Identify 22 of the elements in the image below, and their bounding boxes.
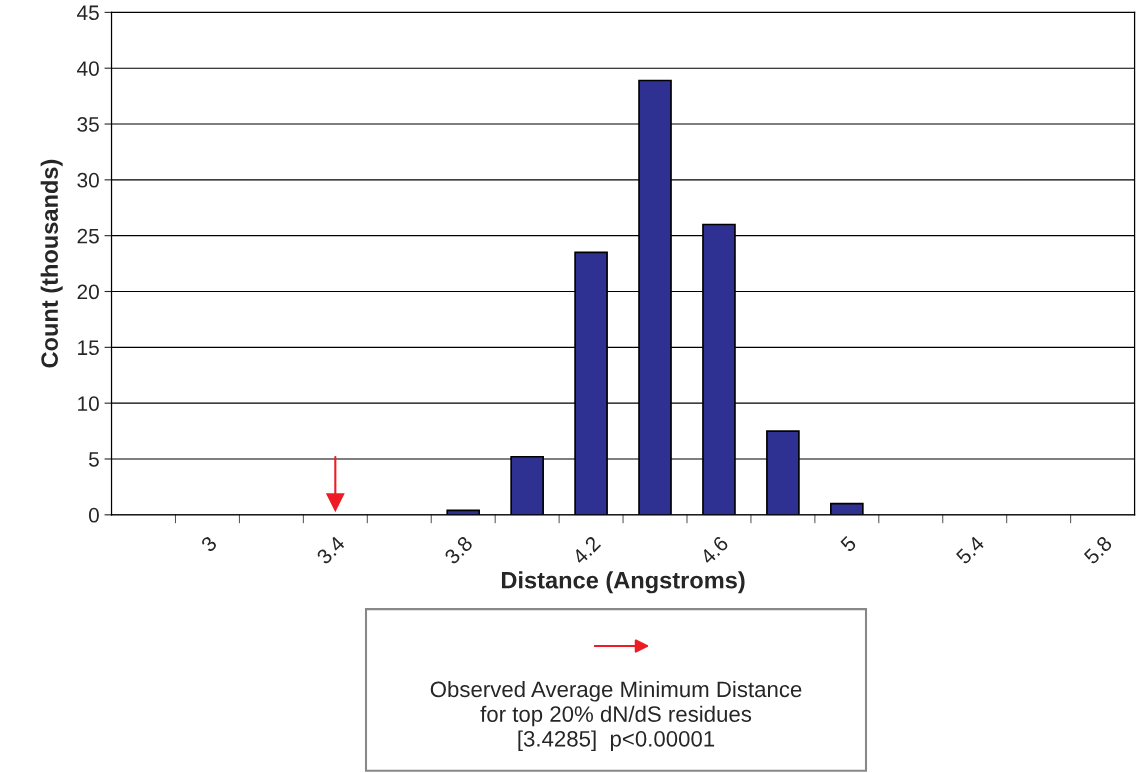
y-tick-label: 15 — [78, 340, 99, 356]
x-tick-label: 4.6 — [699, 535, 730, 566]
x-tick-label: 5.4 — [955, 535, 986, 565]
y-axis-title: Count (thousands) — [40, 159, 63, 368]
y-tick-label: 0 — [88, 507, 99, 523]
x-tick-label: 3.4 — [315, 535, 346, 565]
y-tick-label: 35 — [77, 117, 99, 132]
bar — [830, 502, 864, 515]
y-tick-label: 25 — [77, 228, 99, 244]
x-tick-label: 5.8 — [1083, 535, 1113, 565]
x-tick-label: 4.2 — [571, 535, 602, 566]
y-tick-label: 45 — [77, 5, 99, 21]
x-tick-label: 3 — [200, 535, 218, 553]
x-tick-label: 5 — [839, 535, 858, 553]
y-tick-label: 30 — [77, 172, 99, 188]
x-tick-label: 3.8 — [443, 535, 474, 565]
text: Observed Average Minimum Distance for top 20% dN/dS residues [3.4285] p<0.00001 — [430, 680, 802, 752]
y-tick-label: 10 — [78, 396, 99, 411]
y-tick-label: 20 — [77, 284, 99, 300]
y-tick-label: 5 — [88, 452, 99, 467]
y-tick-label: 40 — [77, 61, 99, 76]
x-axis-title: Distance (Angstroms) — [501, 571, 745, 594]
